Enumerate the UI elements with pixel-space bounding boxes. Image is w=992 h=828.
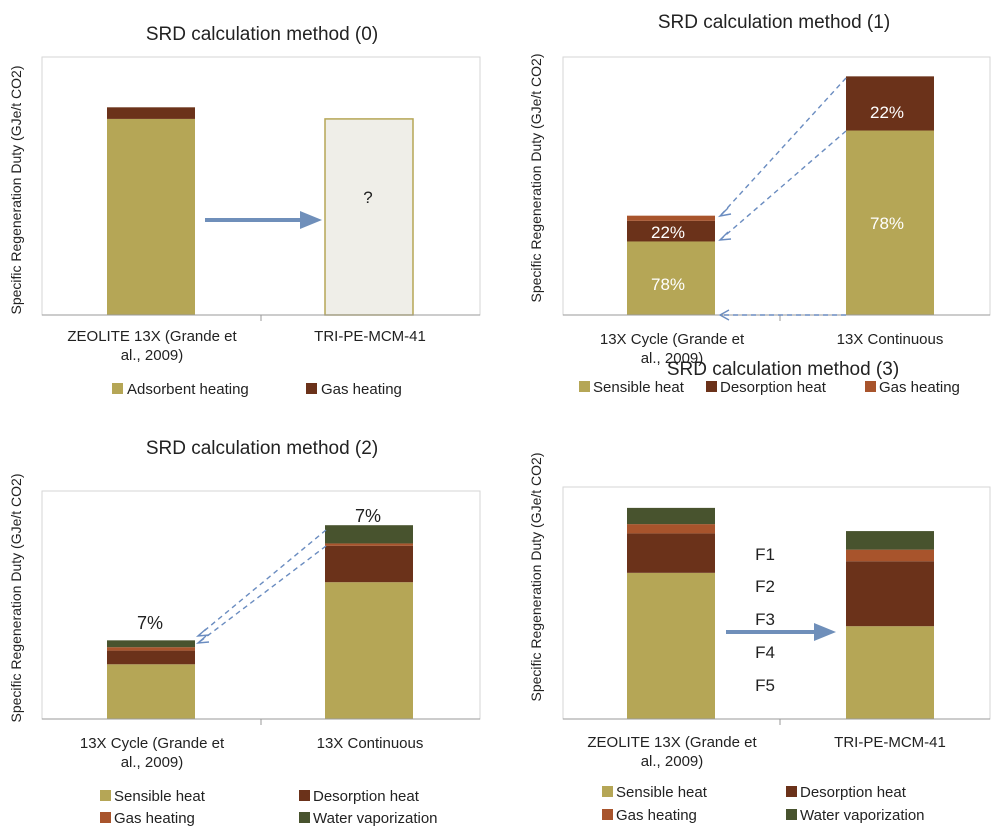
x-tick-label: TRI-PE-MCM-41 <box>314 328 426 345</box>
legend-label: Water vaporization <box>800 807 925 824</box>
factor-list: F1 F2 F3 F4 F5 <box>755 545 775 695</box>
legend-swatch <box>299 790 310 801</box>
bar-segment <box>846 531 934 550</box>
legend: Sensible heat Desorption heat Gas heatin… <box>579 379 960 396</box>
bar-segment <box>627 533 715 573</box>
legend-label: Water vaporization <box>313 810 438 827</box>
legend-label: Gas heating <box>879 379 960 396</box>
bar-segment <box>325 582 413 719</box>
x-tick-label: 13X Cycle (Grande et al., 2009) <box>600 331 745 367</box>
y-axis-label: Specific Regeneration Duty (GJe/t CO2) <box>528 453 544 702</box>
panel-0: SRD calculation method (0) Specific Rege… <box>8 24 481 398</box>
legend-swatch <box>786 786 797 797</box>
bar-segment <box>107 650 195 665</box>
transition-arrow <box>205 211 322 229</box>
unknown-bar <box>324 118 414 316</box>
transition-arrow <box>726 623 836 641</box>
x-tick-label: 13X Continuous <box>837 331 944 348</box>
legend-swatch <box>579 381 590 392</box>
bar-segment <box>107 640 195 648</box>
dashed-arrows <box>717 77 847 321</box>
legend-swatch <box>100 790 111 801</box>
legend-label: Desorption heat <box>720 379 827 396</box>
y-axis-label: Specific Regeneration Duty (GJe/t CO2) <box>528 54 544 303</box>
legend-swatch <box>602 809 613 820</box>
chart-title: SRD calculation method (0) <box>146 24 378 45</box>
bar-segment <box>107 647 195 651</box>
legend-label: Sensible heat <box>593 379 685 396</box>
bar-segment <box>627 572 715 719</box>
legend-swatch <box>100 812 111 823</box>
factor-label: F1 <box>755 545 775 564</box>
legend: Sensible heat Desorption heat Gas heatin… <box>602 784 925 824</box>
panel-2: SRD calculation method (2) Specific Rege… <box>8 438 481 827</box>
chart-title: SRD calculation method (1) <box>658 12 890 33</box>
legend-label: Gas heating <box>616 807 697 824</box>
bar-segment <box>846 130 934 315</box>
bar-segment <box>325 543 413 546</box>
legend: Sensible heat Desorption heat Gas heatin… <box>100 788 438 827</box>
legend-swatch <box>299 812 310 823</box>
bar-label: 7% <box>355 506 381 526</box>
x-tick-label: 13X Continuous <box>317 735 424 752</box>
bars <box>107 525 413 719</box>
bar-segment <box>627 524 715 534</box>
bar-segment <box>627 507 715 525</box>
bar-label: 78% <box>870 214 904 233</box>
bar-segment <box>325 545 413 583</box>
unknown-bar-label: ? <box>363 188 372 207</box>
legend-swatch <box>306 383 317 394</box>
chart-title: SRD calculation method (3) <box>667 359 899 380</box>
factor-label: F4 <box>755 643 775 662</box>
legend-label: Desorption heat <box>800 784 907 801</box>
y-axis-label: Specific Regeneration Duty (GJe/t CO2) <box>8 474 24 723</box>
bar-segment <box>846 561 934 627</box>
bar-segment <box>627 215 715 221</box>
bar-label: 7% <box>137 613 163 633</box>
legend-swatch <box>602 786 613 797</box>
chart-title: SRD calculation method (2) <box>146 438 378 459</box>
factor-label: F2 <box>755 577 775 596</box>
bars <box>627 76 934 315</box>
bar-segment <box>846 76 934 131</box>
legend-label: Sensible heat <box>114 788 206 805</box>
legend-label: Desorption heat <box>313 788 420 805</box>
legend-swatch <box>786 809 797 820</box>
x-tick-label: TRI-PE-MCM-41 <box>834 734 946 751</box>
bar-segment <box>107 664 195 719</box>
bar-label: 78% <box>651 275 685 294</box>
panel-3: SRD calculation method (3) Specific Rege… <box>528 359 991 824</box>
bar-segment <box>627 220 715 242</box>
bar-segment <box>846 626 934 719</box>
x-tick-label: 13X Cycle (Grande et al., 2009) <box>80 735 225 771</box>
x-tick-label: ZEOLITE 13X (Grande et al., 2009) <box>67 328 237 364</box>
bar-segment <box>107 107 195 119</box>
legend-swatch <box>706 381 717 392</box>
bar-segment <box>325 525 413 544</box>
bar-label: 22% <box>651 223 685 242</box>
dashed-arrows <box>195 529 327 644</box>
bar-segment <box>107 118 195 315</box>
x-tick-label: ZEOLITE 13X (Grande et al., 2009) <box>587 734 757 770</box>
bar-segment <box>627 241 715 315</box>
bars <box>627 507 934 719</box>
legend-label: Sensible heat <box>616 784 708 801</box>
legend: Adsorbent heating Gas heating <box>112 381 402 398</box>
legend-swatch <box>112 383 123 394</box>
bar-label: 22% <box>870 103 904 122</box>
bar-segment <box>846 549 934 562</box>
legend-swatch <box>865 381 876 392</box>
panel-1: SRD calculation method (1) Specific Rege… <box>528 12 991 396</box>
y-axis-label: Specific Regeneration Duty (GJe/t CO2) <box>8 66 24 315</box>
legend-label: Gas heating <box>321 381 402 398</box>
legend-label: Gas heating <box>114 810 195 827</box>
factor-label: F3 <box>755 610 775 629</box>
bars <box>107 107 414 316</box>
legend-label: Adsorbent heating <box>127 381 249 398</box>
factor-label: F5 <box>755 676 775 695</box>
